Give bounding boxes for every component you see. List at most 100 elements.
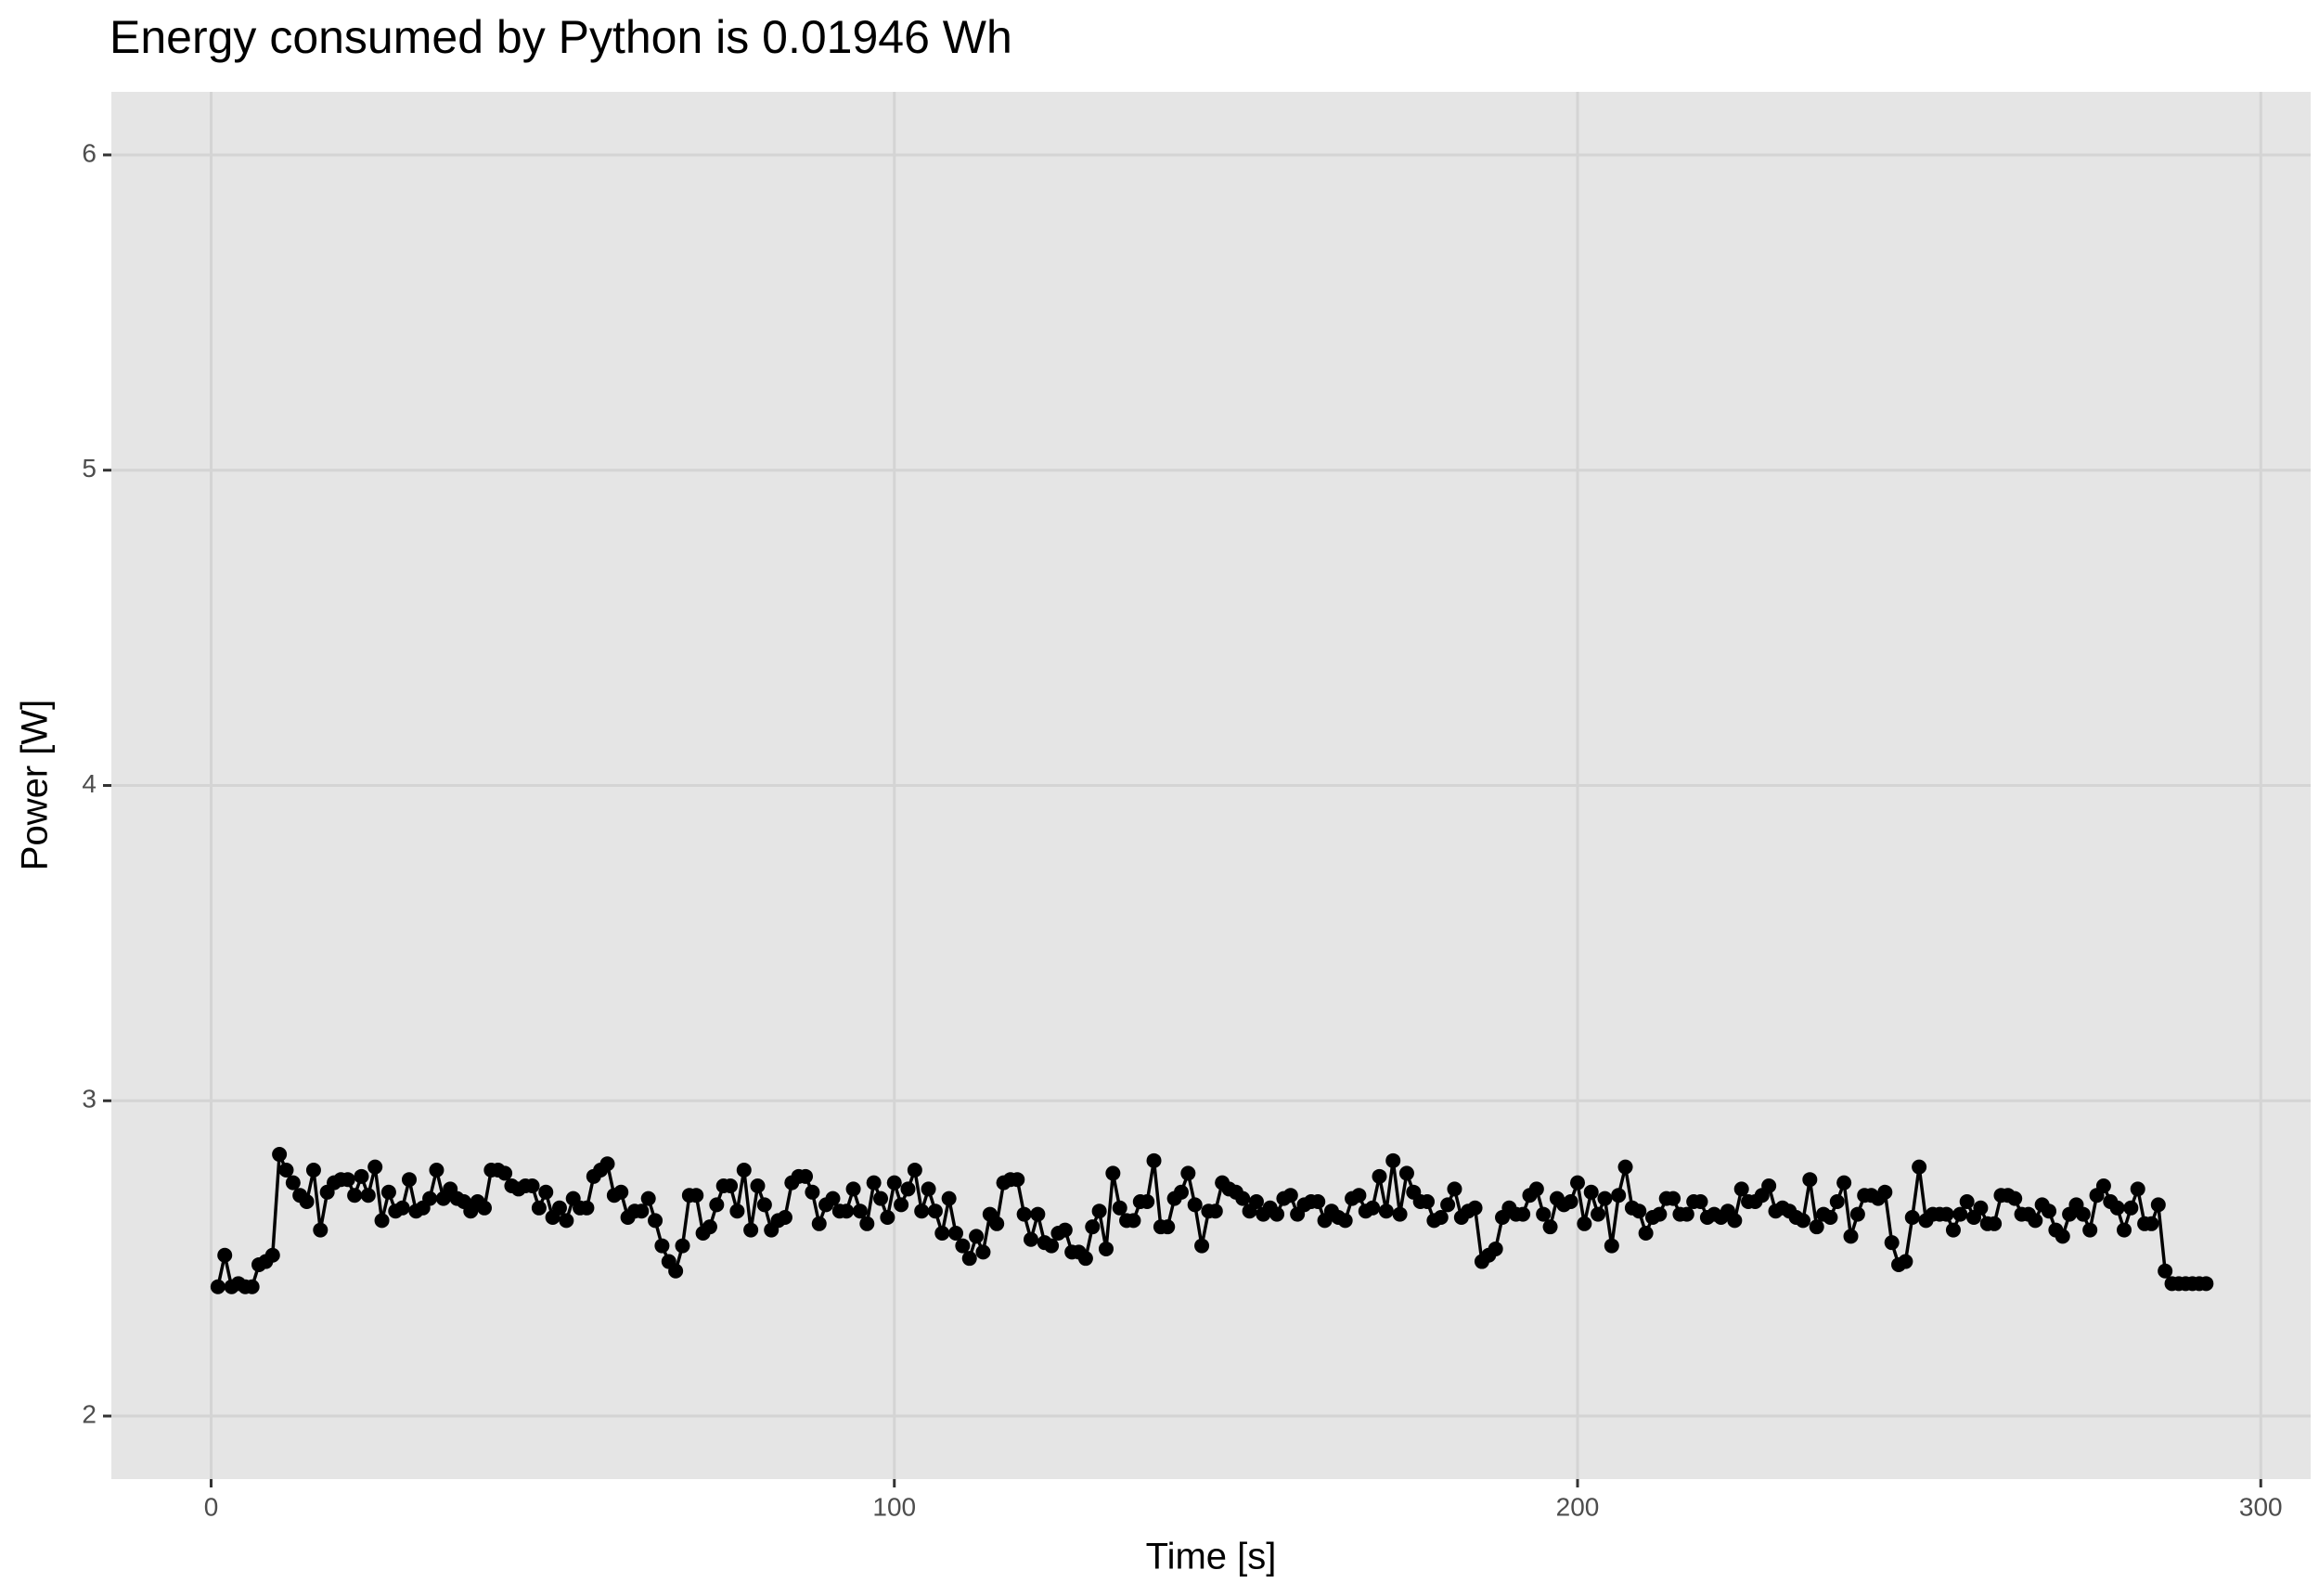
data-point (975, 1244, 991, 1260)
data-point (1337, 1213, 1353, 1229)
data-point (798, 1168, 814, 1184)
data-point (859, 1216, 875, 1231)
data-point (285, 1175, 301, 1191)
data-point (1187, 1197, 1203, 1213)
data-point (852, 1203, 868, 1219)
data-point (1085, 1219, 1101, 1235)
data-point (961, 1251, 977, 1267)
data-point (1126, 1213, 1141, 1229)
data-point (380, 1184, 396, 1200)
data-point (394, 1200, 410, 1216)
data-point (278, 1163, 294, 1178)
data-point (613, 1184, 629, 1200)
data-point (873, 1191, 889, 1206)
data-point (299, 1194, 315, 1209)
data-point (1570, 1175, 1585, 1191)
data-point (989, 1216, 1005, 1231)
data-point (1604, 1238, 1619, 1254)
data-point (402, 1172, 418, 1188)
data-point (1973, 1200, 1989, 1216)
data-point (1351, 1188, 1367, 1203)
data-point (900, 1181, 916, 1197)
data-point (2082, 1222, 2098, 1238)
data-point (1611, 1188, 1627, 1203)
data-point (927, 1203, 943, 1219)
data-point (2095, 1178, 2111, 1194)
data-point (1433, 1209, 1449, 1225)
data-point (1378, 1203, 1394, 1219)
data-point (1795, 1213, 1810, 1229)
data-point (1440, 1197, 1456, 1213)
data-point (1030, 1206, 1046, 1222)
data-point (1105, 1165, 1121, 1181)
y-tick-label: 6 (82, 138, 97, 167)
data-point (914, 1203, 930, 1219)
data-point (1733, 1181, 1749, 1197)
data-point (422, 1191, 438, 1206)
data-point (886, 1175, 902, 1191)
x-tick-label: 300 (2239, 1492, 2283, 1521)
data-point (559, 1213, 574, 1229)
data-point (1959, 1194, 1975, 1209)
y-tick-label: 3 (82, 1085, 97, 1113)
data-point (1617, 1159, 1633, 1175)
data-point (1884, 1235, 1900, 1251)
y-tick-label: 4 (82, 769, 97, 798)
data-point (1010, 1172, 1025, 1188)
data-point (668, 1263, 684, 1279)
data-point (264, 1247, 280, 1263)
data-point (524, 1178, 540, 1194)
data-point (1248, 1194, 1264, 1209)
data-point (1727, 1213, 1743, 1229)
data-point (1173, 1184, 1189, 1200)
data-point (2117, 1222, 2132, 1238)
data-point (1638, 1225, 1654, 1241)
data-point (907, 1163, 922, 1178)
data-point (1761, 1178, 1777, 1194)
data-point (531, 1200, 547, 1216)
data-point (1802, 1172, 1818, 1188)
data-point (360, 1188, 376, 1203)
data-point (756, 1197, 772, 1213)
data-point (313, 1222, 329, 1238)
data-point (1447, 1181, 1462, 1197)
data-point (1282, 1188, 1298, 1203)
data-point (1140, 1194, 1155, 1209)
data-point (340, 1172, 355, 1188)
data-point (723, 1178, 739, 1194)
data-point (845, 1181, 861, 1197)
data-point (1563, 1194, 1578, 1209)
data-point (217, 1247, 233, 1263)
data-point (1591, 1206, 1606, 1222)
data-point (1823, 1209, 1838, 1225)
data-point (476, 1200, 492, 1216)
data-point (1577, 1216, 1592, 1231)
data-point (1987, 1216, 2003, 1231)
data-point (374, 1213, 390, 1229)
x-tick-label: 100 (872, 1492, 916, 1521)
data-point (1666, 1191, 1681, 1206)
data-point (689, 1188, 704, 1203)
data-point (579, 1200, 595, 1216)
data-point (825, 1191, 841, 1206)
data-point (497, 1165, 513, 1181)
data-point (2150, 1197, 2166, 1213)
data-point (551, 1200, 567, 1216)
data-point (1488, 1241, 1503, 1256)
data-point (272, 1147, 288, 1163)
data-point (1420, 1194, 1436, 1209)
data-point (429, 1163, 444, 1178)
data-point (2144, 1216, 2159, 1231)
data-point (1515, 1206, 1531, 1222)
data-point (2042, 1203, 2057, 1219)
data-point (634, 1203, 650, 1219)
data-point (354, 1168, 369, 1184)
data-point (1235, 1191, 1251, 1206)
data-point (2007, 1191, 2023, 1206)
data-point (1693, 1194, 1708, 1209)
data-point (1372, 1168, 1387, 1184)
y-tick-label: 5 (82, 454, 97, 483)
data-point (1269, 1206, 1285, 1222)
